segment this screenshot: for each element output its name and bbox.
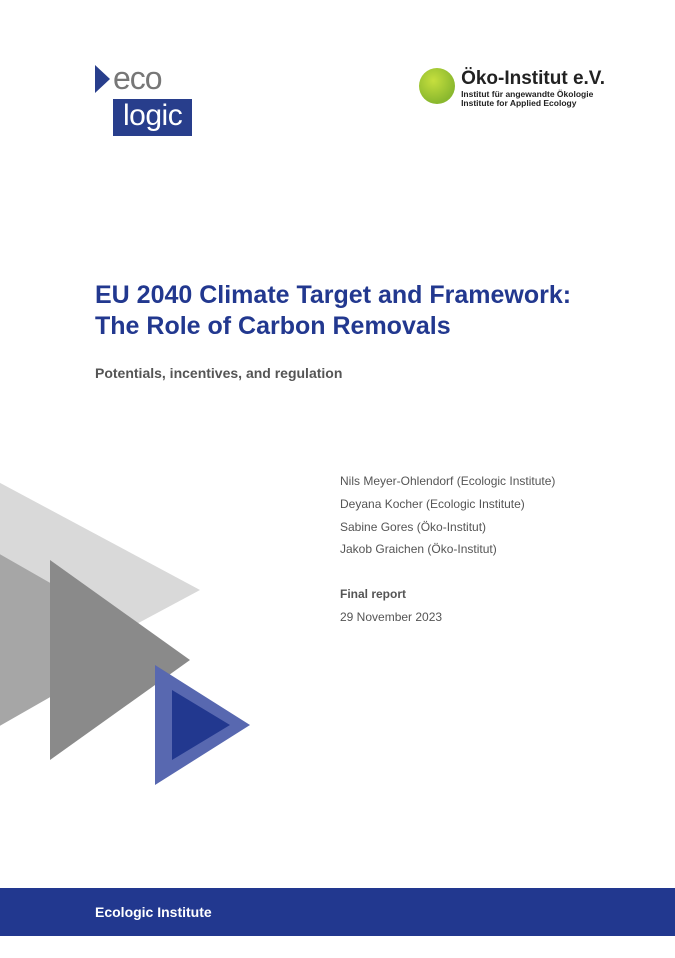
author-line: Sabine Gores (Öko-Institut) (340, 516, 555, 539)
footer-band: Ecologic Institute (0, 888, 675, 936)
title-block: EU 2040 Climate Target and Framework: Th… (95, 280, 615, 381)
report-date: 29 November 2023 (340, 606, 555, 629)
leaf-circle-icon (419, 68, 455, 104)
logo-row: eco logic Öko-Institut e.V. Institut für… (95, 60, 605, 136)
author-line: Nils Meyer-Ohlendorf (Ecologic Institute… (340, 470, 555, 493)
triangle-icon (95, 65, 110, 93)
ecologic-logo-top: eco (95, 60, 192, 97)
ecologic-logic-text: logic (113, 99, 192, 136)
oeko-logo: Öko-Institut e.V. Institut für angewandt… (419, 68, 605, 109)
author-line: Deyana Kocher (Ecologic Institute) (340, 493, 555, 516)
authors-block: Nils Meyer-Ohlendorf (Ecologic Institute… (340, 470, 555, 629)
title-line-1: EU 2040 Climate Target and Framework: (95, 281, 571, 309)
author-line: Jakob Graichen (Öko-Institut) (340, 538, 555, 561)
ecologic-eco-text: eco (113, 60, 162, 97)
ecologic-logo: eco logic (95, 60, 192, 136)
oeko-text: Öko-Institut e.V. Institut für angewandt… (461, 68, 605, 109)
footer-text: Ecologic Institute (95, 904, 212, 920)
report-label: Final report (340, 583, 555, 606)
decorative-triangles (0, 440, 340, 880)
document-subtitle: Potentials, incentives, and regulation (95, 365, 615, 381)
oeko-sub2: Institute for Applied Ecology (461, 99, 605, 108)
title-line-2: The Role of Carbon Removals (95, 312, 451, 340)
oeko-main-text: Öko-Institut e.V. (461, 68, 605, 90)
document-page: eco logic Öko-Institut e.V. Institut für… (0, 0, 675, 958)
document-title: EU 2040 Climate Target and Framework: Th… (95, 280, 615, 343)
